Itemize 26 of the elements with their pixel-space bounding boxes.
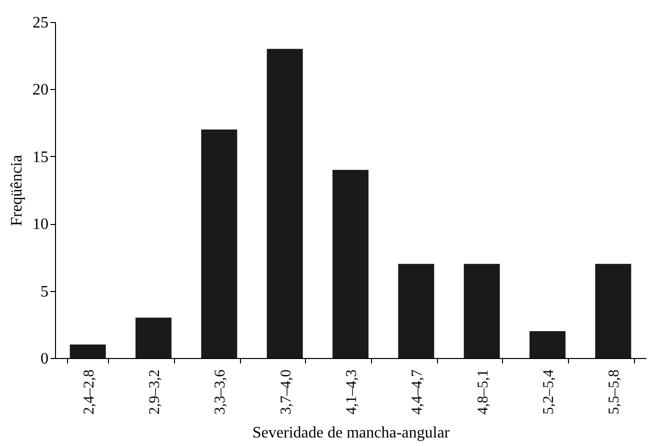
y-tick-label: 25 (32, 14, 48, 32)
bar (70, 344, 106, 358)
x-tick-label: 2,9–3,2 (147, 370, 163, 414)
x-tick-label: 3,7–4,0 (278, 370, 294, 414)
bar (398, 264, 434, 358)
x-tick-label: 2,4–2,8 (81, 370, 98, 414)
x-tick-label: 3,3–3,6 (212, 369, 229, 414)
x-tick-label: 5,2–5,4 (541, 369, 557, 414)
bar (595, 264, 632, 358)
bar (332, 170, 368, 358)
bar (530, 331, 566, 358)
x-tick-label: 4,1–4,3 (344, 370, 360, 414)
y-tick-label: 5 (40, 283, 48, 300)
x-tick-label: 4,4–4,7 (410, 369, 426, 414)
y-tick-label: 15 (32, 148, 48, 166)
y-tick-label: 20 (32, 82, 48, 99)
bar (136, 318, 172, 358)
x-tick-label: 5,5–5,8 (606, 370, 623, 414)
bar (464, 264, 500, 358)
x-axis-title: Severidade de mancha-angular (252, 424, 450, 442)
y-axis-title: Freqüência (8, 154, 26, 226)
y-tick-label: 10 (32, 216, 48, 234)
bar (201, 130, 238, 358)
x-tick-label: 4,8–5,1 (475, 370, 492, 414)
bar (266, 48, 303, 358)
y-tick-label: 0 (40, 350, 48, 368)
